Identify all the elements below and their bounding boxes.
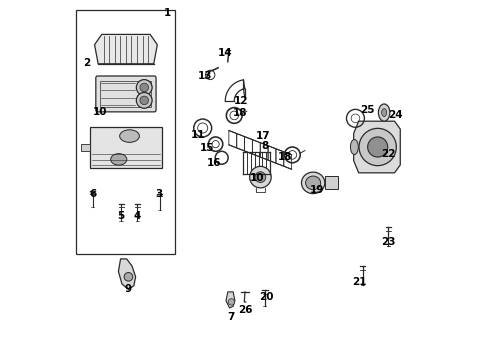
Text: 18: 18 <box>278 152 293 162</box>
Text: 19: 19 <box>310 185 324 195</box>
Ellipse shape <box>382 109 387 117</box>
Text: 26: 26 <box>238 305 252 315</box>
Ellipse shape <box>111 154 127 165</box>
Text: 20: 20 <box>259 292 274 302</box>
Ellipse shape <box>120 130 139 142</box>
Ellipse shape <box>301 172 325 194</box>
Bar <box>100 81 151 107</box>
Text: 23: 23 <box>381 237 396 247</box>
Circle shape <box>359 129 396 166</box>
Polygon shape <box>324 176 338 189</box>
Ellipse shape <box>306 176 320 190</box>
Text: 18: 18 <box>233 108 247 118</box>
Circle shape <box>136 80 152 95</box>
Circle shape <box>124 273 133 281</box>
Text: 22: 22 <box>381 149 396 159</box>
Polygon shape <box>119 259 136 289</box>
Circle shape <box>140 83 148 92</box>
Text: 10: 10 <box>250 173 265 183</box>
Circle shape <box>255 172 266 183</box>
Text: 15: 15 <box>199 143 214 153</box>
Text: 9: 9 <box>125 284 132 294</box>
Text: 16: 16 <box>207 158 222 168</box>
Polygon shape <box>90 127 162 168</box>
Text: 7: 7 <box>227 312 234 322</box>
Text: 13: 13 <box>198 71 213 81</box>
Text: 2: 2 <box>84 58 91 68</box>
Polygon shape <box>81 144 90 151</box>
Text: 6: 6 <box>89 189 96 199</box>
Text: 5: 5 <box>118 211 125 221</box>
Circle shape <box>250 166 271 188</box>
Text: 12: 12 <box>234 96 248 106</box>
Circle shape <box>228 299 235 305</box>
Text: 24: 24 <box>388 110 403 120</box>
Bar <box>76 10 175 253</box>
Circle shape <box>140 96 148 105</box>
FancyBboxPatch shape <box>96 76 156 112</box>
Text: 21: 21 <box>352 277 367 287</box>
Circle shape <box>136 93 152 108</box>
Text: 11: 11 <box>191 130 206 140</box>
Text: 10: 10 <box>93 107 107 117</box>
Ellipse shape <box>350 139 358 154</box>
Text: 25: 25 <box>360 105 375 115</box>
Polygon shape <box>226 292 235 308</box>
Text: 3: 3 <box>155 189 163 199</box>
Text: 4: 4 <box>134 211 141 221</box>
Polygon shape <box>354 121 400 173</box>
Text: 17: 17 <box>256 131 270 141</box>
Circle shape <box>368 137 388 157</box>
Text: 14: 14 <box>218 48 233 58</box>
Polygon shape <box>95 35 157 64</box>
Text: 1: 1 <box>164 8 171 18</box>
Ellipse shape <box>378 104 390 121</box>
Text: 8: 8 <box>261 141 269 151</box>
